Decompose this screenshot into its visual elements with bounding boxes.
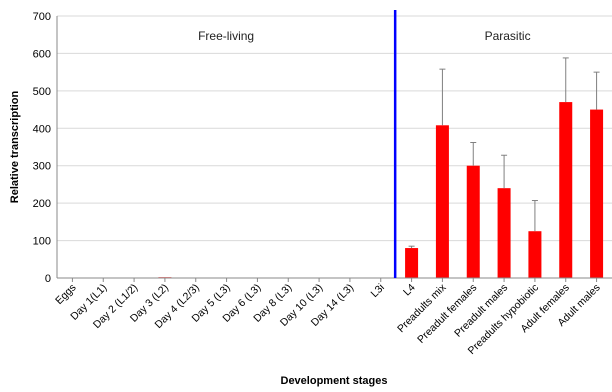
y-tick-label: 100 [33, 236, 51, 248]
bar [497, 188, 511, 278]
axes [56, 16, 612, 282]
bar [590, 109, 604, 278]
x-tick-label: L4 [401, 282, 418, 299]
bars [65, 102, 604, 279]
y-tick-label: 300 [33, 161, 51, 173]
bar [435, 125, 449, 278]
y-tick-label: 200 [33, 198, 51, 210]
region-label-free-living: Free-living [198, 29, 254, 43]
y-tick-label: 600 [33, 48, 51, 60]
y-tick-label: 500 [33, 86, 51, 98]
y-tick-label: 700 [33, 11, 51, 23]
error-bars [408, 57, 600, 249]
bar [466, 165, 480, 278]
x-tick-label: L3i [368, 282, 386, 300]
y-tick-labels: 0 100 200 300 400 500 600 700 [33, 11, 51, 285]
y-tick-label: 400 [33, 123, 51, 135]
x-axis-title: Development stages [281, 375, 388, 387]
bar [405, 248, 419, 278]
bar [528, 231, 542, 278]
region-label-parasitic: Parasitic [485, 29, 531, 43]
x-tick-label: Eggs [53, 282, 78, 307]
y-axis-title: Relative transcription [9, 90, 21, 203]
bar [559, 102, 573, 278]
gridlines [57, 15, 612, 242]
y-tick-label: 0 [45, 273, 51, 285]
